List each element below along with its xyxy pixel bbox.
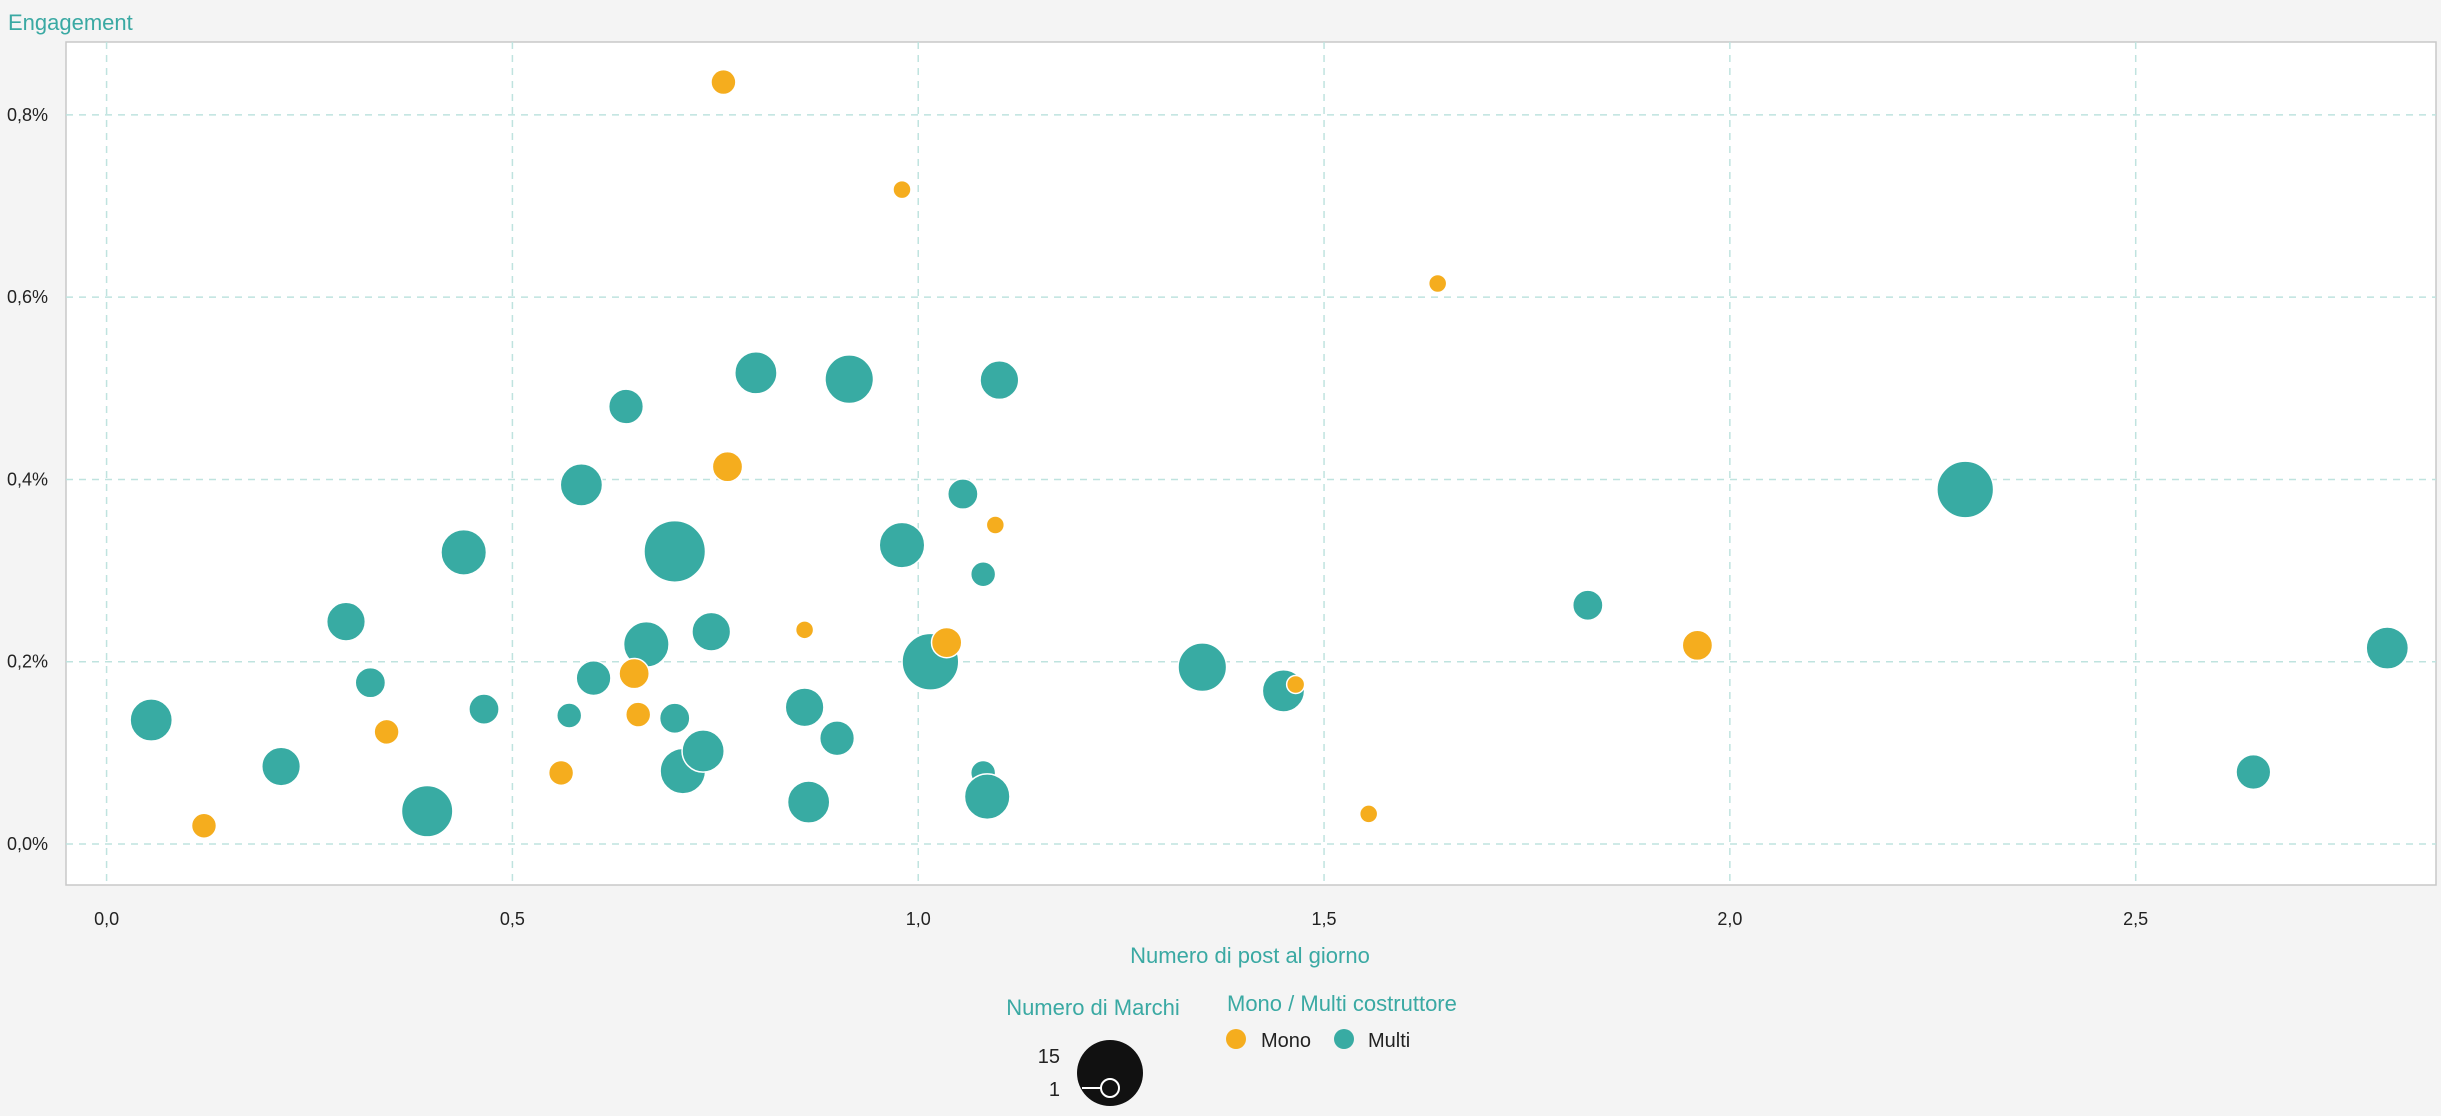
mono-bubble[interactable] [1358, 804, 1379, 824]
x-tick-label: 0,5 [500, 909, 525, 929]
multi-bubble[interactable] [658, 702, 691, 735]
multi-bubble[interactable] [1936, 460, 1995, 519]
x-tick-label: 1,0 [906, 909, 931, 929]
size-legend-max-label: 15 [1038, 1046, 1060, 1068]
bubble-layer [129, 68, 2410, 839]
mono-bubble[interactable] [547, 759, 575, 787]
multi-bubble[interactable] [325, 601, 367, 642]
mono-bubble[interactable] [1285, 674, 1306, 695]
mono-bubble[interactable] [985, 515, 1006, 535]
plot-area [65, 41, 2437, 886]
legend-multi-swatch [1334, 1029, 1354, 1049]
multi-bubble[interactable] [643, 519, 707, 583]
multi-bubble[interactable] [691, 611, 732, 652]
y-tick-label: 0,0% [7, 834, 48, 854]
color-legend-title: Mono / Multi costruttore [1227, 991, 1457, 1016]
grid-lines [66, 42, 2436, 885]
y-axis-title: Engagement [8, 10, 133, 35]
multi-bubble[interactable] [1177, 642, 1228, 693]
mono-bubble[interactable] [710, 68, 737, 96]
x-tick-label: 2,0 [1717, 909, 1742, 929]
multi-bubble[interactable] [963, 773, 1011, 821]
multi-bubble[interactable] [400, 784, 454, 838]
multi-bubble[interactable] [556, 702, 583, 729]
legend-mono-label: Mono [1261, 1030, 1311, 1052]
color-legend: Mono / Multi costruttore Mono Multi [1226, 991, 1457, 1052]
multi-bubble[interactable] [979, 360, 1020, 401]
multi-bubble[interactable] [440, 528, 488, 576]
legend-multi-label: Multi [1368, 1030, 1410, 1052]
mono-bubble[interactable] [624, 701, 652, 728]
mono-bubble[interactable] [892, 179, 912, 200]
multi-bubble[interactable] [969, 561, 997, 588]
multi-bubble[interactable] [786, 780, 831, 824]
y-tick-label: 0,8% [7, 105, 48, 125]
size-legend-title: Numero di Marchi [1006, 995, 1180, 1020]
mono-bubble[interactable] [930, 626, 963, 659]
multi-bubble[interactable] [818, 720, 856, 757]
x-axis-ticks: 0,0 0,5 1,0 1,5 2,0 2,5 [94, 909, 2148, 929]
multi-bubble[interactable] [129, 698, 174, 742]
x-tick-label: 2,5 [2123, 909, 2148, 929]
multi-bubble[interactable] [575, 660, 612, 697]
x-tick-label: 1,5 [1312, 909, 1337, 929]
mono-bubble[interactable] [618, 657, 651, 690]
mono-bubble[interactable] [711, 450, 744, 483]
mono-bubble[interactable] [190, 812, 218, 839]
multi-bubble[interactable] [2235, 753, 2272, 791]
size-legend-min-circle [1100, 1078, 1120, 1098]
multi-bubble[interactable] [1571, 589, 1604, 622]
multi-bubble[interactable] [559, 463, 604, 507]
multi-bubble[interactable] [261, 746, 302, 787]
y-tick-label: 0,4% [7, 469, 48, 489]
size-legend-min-label: 1 [1049, 1079, 1060, 1101]
multi-bubble[interactable] [784, 687, 825, 728]
legend-mono-swatch [1226, 1029, 1246, 1049]
mono-bubble[interactable] [1427, 273, 1448, 294]
multi-bubble[interactable] [607, 388, 645, 425]
multi-bubble[interactable] [878, 521, 926, 569]
multi-bubble[interactable] [681, 729, 725, 773]
mono-bubble[interactable] [1681, 629, 1714, 662]
mono-bubble[interactable] [373, 718, 400, 746]
y-axis-ticks: 0,0% 0,2% 0,4% 0,6% 0,8% [7, 105, 48, 854]
size-legend-max-circle [1077, 1040, 1143, 1106]
multi-bubble[interactable] [2365, 626, 2410, 670]
x-tick-label: 0,0 [94, 909, 119, 929]
multi-bubble[interactable] [468, 693, 500, 725]
y-tick-label: 0,2% [7, 652, 48, 672]
multi-bubble[interactable] [947, 478, 979, 510]
multi-bubble[interactable] [354, 666, 387, 699]
size-legend: Numero di Marchi 15 1 [1006, 995, 1180, 1106]
multi-bubble[interactable] [824, 354, 875, 405]
x-axis-title: Numero di post al giorno [1130, 943, 1370, 968]
y-tick-label: 0,6% [7, 287, 48, 307]
mono-bubble[interactable] [794, 620, 815, 640]
multi-bubble[interactable] [734, 350, 778, 395]
